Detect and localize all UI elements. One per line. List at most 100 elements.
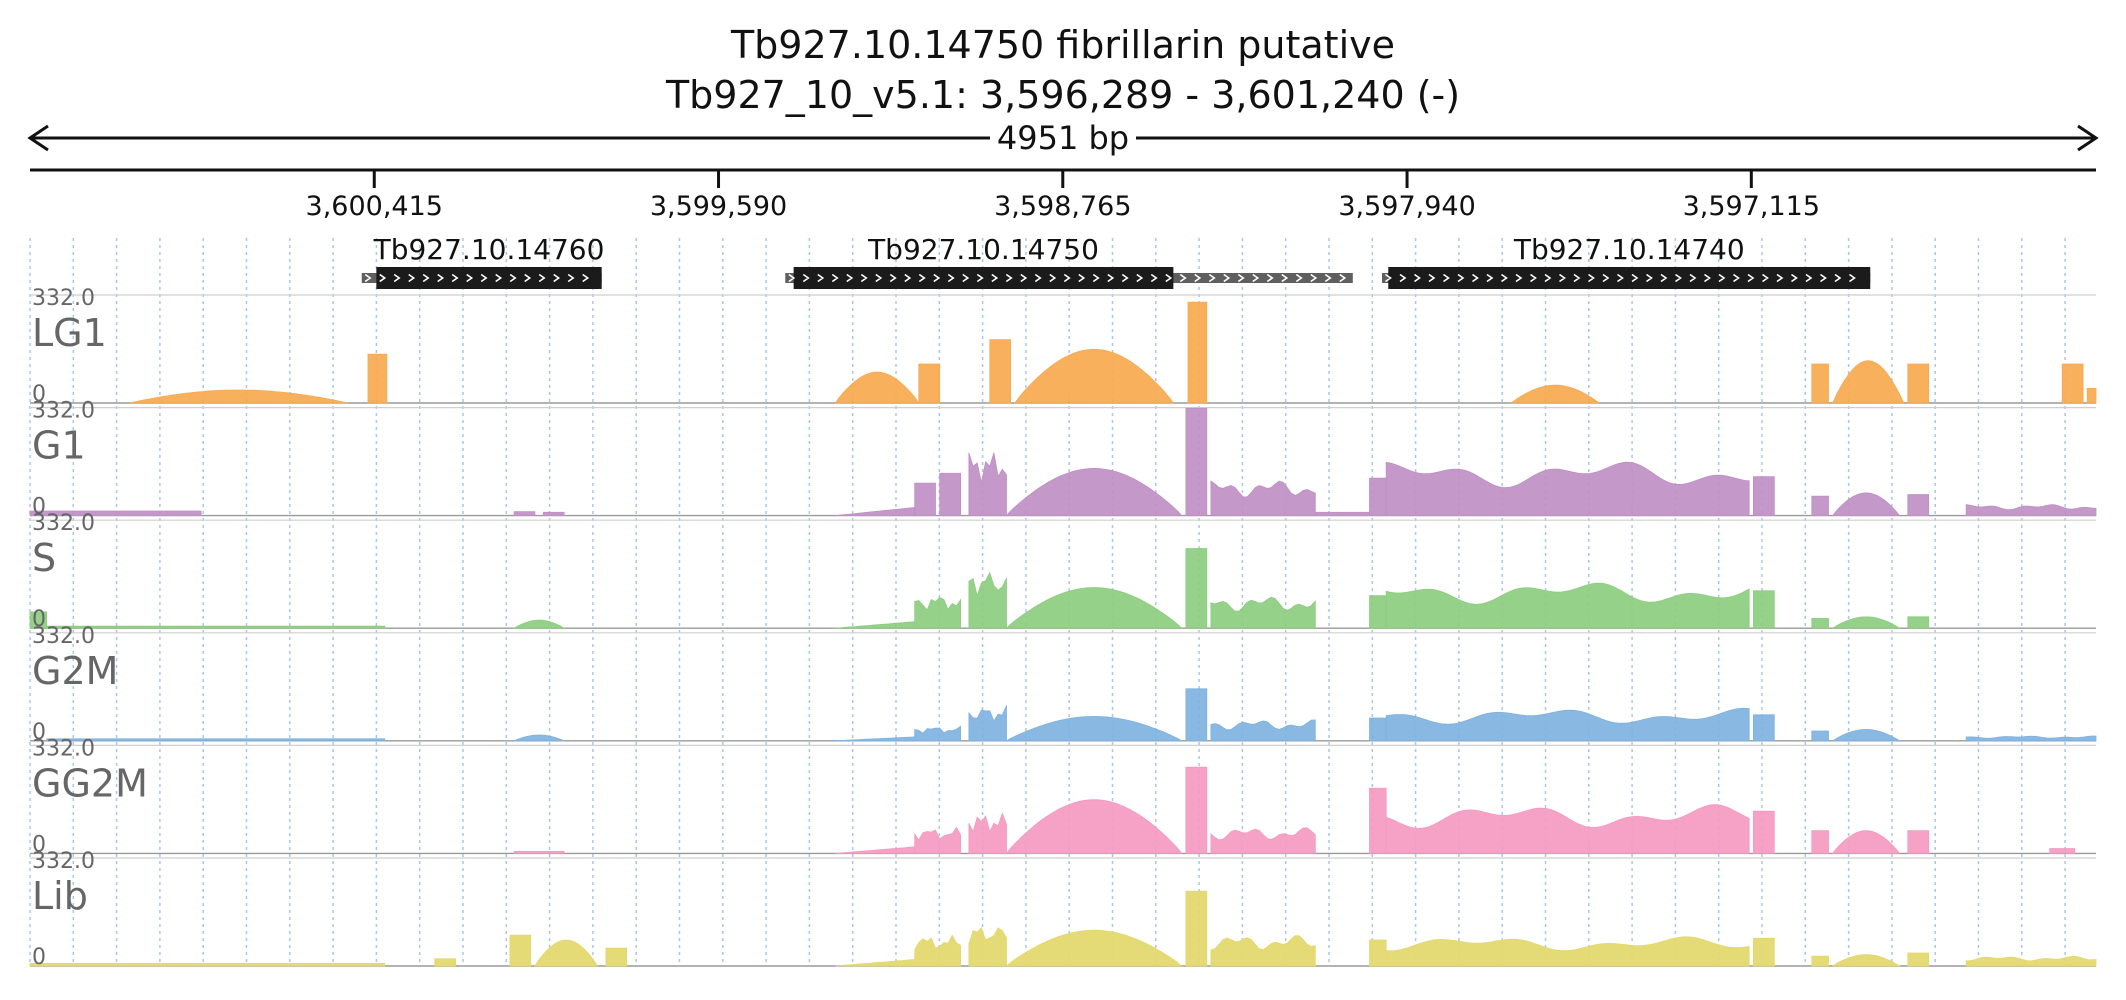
coverage-area <box>509 934 532 967</box>
coverage-area <box>1369 717 1387 742</box>
coverage-area <box>605 947 628 967</box>
gene-label: Tb927.10.14740 <box>1513 233 1745 266</box>
coverage-area <box>914 725 961 742</box>
ruler-tick-label: 3,599,590 <box>650 191 787 222</box>
coverage-area <box>1210 596 1316 629</box>
track-min-label: 0 <box>32 832 46 857</box>
coverage-area <box>1369 477 1387 516</box>
coverage-area <box>968 926 1007 967</box>
track-max-label: 332.0 <box>32 511 95 536</box>
coverage-area <box>1811 830 1829 854</box>
track-min-label: 0 <box>32 720 46 745</box>
coverage-area <box>367 353 388 404</box>
coverage-area <box>914 934 961 967</box>
coverage-area <box>1385 936 1750 967</box>
coverage-area <box>1811 495 1829 516</box>
track-max-label: 332.0 <box>32 624 95 649</box>
ruler-tick-label: 3,597,940 <box>1338 191 1475 222</box>
track-name-label: G1 <box>32 424 86 468</box>
coverage-area <box>1753 810 1775 854</box>
coverage-area <box>534 939 599 967</box>
coverage-area <box>513 511 536 516</box>
track-min-label: 0 <box>32 495 46 520</box>
coverage-area <box>914 597 961 629</box>
coverage-area <box>513 734 565 742</box>
title-gene: Tb927.10.14750 fibrillarin putative <box>730 23 1395 67</box>
coverage-area <box>1907 830 1930 854</box>
coverage-area <box>1187 301 1208 404</box>
coverage-area <box>1210 480 1316 516</box>
coverage-area <box>1210 935 1316 967</box>
coverage-area <box>939 472 961 516</box>
coverage-area <box>1811 955 1829 967</box>
coverage-area <box>542 511 565 516</box>
coverage-area <box>1185 688 1208 742</box>
coverage-area <box>1185 407 1208 516</box>
coverage-area <box>989 339 1011 404</box>
span-arrow: 4951 bp <box>27 119 2099 157</box>
track-max-label: 332.0 <box>32 286 95 311</box>
coverage-area <box>1965 956 2097 967</box>
coverage-area <box>1185 890 1208 967</box>
coverage-area <box>434 958 456 967</box>
coverage-area <box>1753 590 1775 629</box>
coverage-area <box>29 611 48 629</box>
coverage-area <box>968 571 1007 629</box>
coverage-area <box>1005 799 1183 854</box>
coverage-area <box>914 482 936 516</box>
arrowhead-right-icon <box>2077 124 2099 152</box>
track-name-label: Lib <box>32 874 88 918</box>
coverage-area <box>512 619 566 629</box>
track-name-label: LG1 <box>32 311 107 355</box>
coverage-area <box>835 507 916 516</box>
title-locus: Tb927_10_v5.1: 3,596,289 - 3,601,240 (-) <box>665 73 1460 117</box>
coverage-area <box>1831 492 1901 516</box>
coverage-area <box>29 510 202 516</box>
ruler-tick-label: 3,598,765 <box>994 191 1131 222</box>
coverage-area <box>1965 504 2097 516</box>
coverage-area <box>1907 616 1930 629</box>
track-name-label: GG2M <box>32 761 148 805</box>
coverage-area <box>1005 467 1183 516</box>
coverage-area <box>968 812 1007 854</box>
coverage-area <box>1185 766 1208 854</box>
coverage-area <box>1811 730 1829 742</box>
strand-arrow-icon <box>364 273 590 283</box>
coverage-area <box>834 371 920 404</box>
coverage-area <box>1369 787 1387 854</box>
track-name-label: S <box>32 536 56 580</box>
coverage-area <box>1369 939 1387 967</box>
coverage-area <box>1831 954 1901 967</box>
coverage-area <box>1385 707 1750 742</box>
ruler-tick-label: 3,600,415 <box>306 191 443 222</box>
track-s: 332.0S 0 <box>29 511 2096 632</box>
coverage-area <box>1314 511 1370 516</box>
gene-label: Tb927.10.14750 <box>867 233 1099 266</box>
coverage-area <box>2049 848 2076 854</box>
track-min-label: 0 <box>32 945 46 970</box>
gene-cds-bar <box>376 267 602 289</box>
coverage-area <box>1832 360 1905 404</box>
coverage-area <box>2086 388 2097 404</box>
coverage-area <box>130 389 348 404</box>
coverage-area <box>1831 616 1901 629</box>
coverage-area <box>1185 548 1208 629</box>
track-name-label: G2M <box>32 649 118 693</box>
track-max-label: 332.0 <box>32 399 95 424</box>
gene-label: Tb927.10.14760 <box>373 233 605 266</box>
track-g1: 332.0G1 0 <box>29 399 2097 520</box>
coverage-area <box>968 452 1007 516</box>
coverage-area <box>835 959 916 967</box>
coverage-area <box>1811 618 1829 629</box>
coverage-area <box>1369 595 1387 629</box>
coverage-area <box>835 736 916 742</box>
coverage-area <box>1753 476 1775 516</box>
coverage-area <box>1005 715 1184 742</box>
coverage-area <box>1753 714 1775 742</box>
coverage-area <box>46 625 386 629</box>
